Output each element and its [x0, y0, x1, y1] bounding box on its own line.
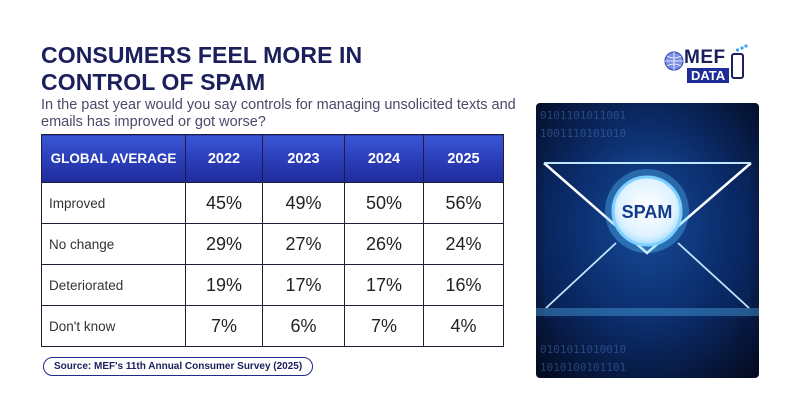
row-label: Improved — [41, 182, 186, 224]
svg-text:1001110101010: 1001110101010 — [540, 127, 626, 140]
data-cell: 17% — [344, 264, 424, 306]
data-cell: 7% — [344, 305, 424, 347]
table-row-deteriorated: Deteriorated 19% 17% 17% 16% — [41, 264, 504, 306]
table-header-row: GLOBAL AVERAGE 2022 2023 2024 2025 — [41, 134, 504, 183]
data-cell: 56% — [423, 182, 504, 224]
table-row-improved: Improved 45% 49% 50% 56% — [41, 182, 504, 224]
mef-data-logo: MEF DATA — [664, 42, 752, 88]
data-cell: 27% — [262, 223, 345, 265]
data-cell: 7% — [185, 305, 263, 347]
data-cell: 29% — [185, 223, 263, 265]
data-cell: 45% — [185, 182, 263, 224]
row-label: Don't know — [41, 305, 186, 347]
logo-subtitle: DATA — [687, 68, 730, 83]
row-label: Deteriorated — [41, 264, 186, 306]
data-cell: 50% — [344, 182, 424, 224]
header-year: 2022 — [185, 134, 263, 183]
logo-wordmark: MEF — [684, 47, 726, 68]
header-global-average: GLOBAL AVERAGE — [41, 134, 186, 183]
title-line-2: CONTROL OF SPAM — [41, 69, 266, 95]
data-cell: 6% — [262, 305, 345, 347]
data-cell: 19% — [185, 264, 263, 306]
header-year: 2025 — [423, 134, 504, 183]
spam-envelope-illustration: 0101101011001 1001110101010 010101101001… — [536, 103, 759, 378]
title-line-1: CONSUMERS FEEL MORE IN — [41, 42, 363, 68]
spam-badge-label: SPAM — [622, 202, 673, 222]
data-cell: 17% — [262, 264, 345, 306]
row-label: No change — [41, 223, 186, 265]
table-row-dont-know: Don't know 7% 6% 7% 4% — [41, 305, 504, 347]
header-year: 2024 — [344, 134, 424, 183]
svg-text:1010100101101: 1010100101101 — [540, 361, 626, 374]
survey-results-table: GLOBAL AVERAGE 2022 2023 2024 2025 Impro… — [41, 134, 504, 347]
data-cell: 26% — [344, 223, 424, 265]
data-cell: 16% — [423, 264, 504, 306]
svg-text:0101101011001: 0101101011001 — [540, 109, 626, 122]
source-note: Source: MEF's 11th Annual Consumer Surve… — [43, 357, 314, 376]
table-row-no-change: No change 29% 27% 26% 24% — [41, 223, 504, 265]
page-title: CONSUMERS FEEL MORE IN CONTROL OF SPAM — [41, 42, 511, 96]
globe-icon — [664, 44, 748, 79]
header-year: 2023 — [262, 134, 345, 183]
data-cell: 4% — [423, 305, 504, 347]
svg-text:0101011010010: 0101011010010 — [540, 343, 626, 356]
data-cell: 24% — [423, 223, 504, 265]
envelope-spam-icon: 0101101011001 1001110101010 010101101001… — [536, 103, 759, 378]
survey-question: In the past year would you say controls … — [41, 97, 516, 130]
data-cell: 49% — [262, 182, 345, 224]
